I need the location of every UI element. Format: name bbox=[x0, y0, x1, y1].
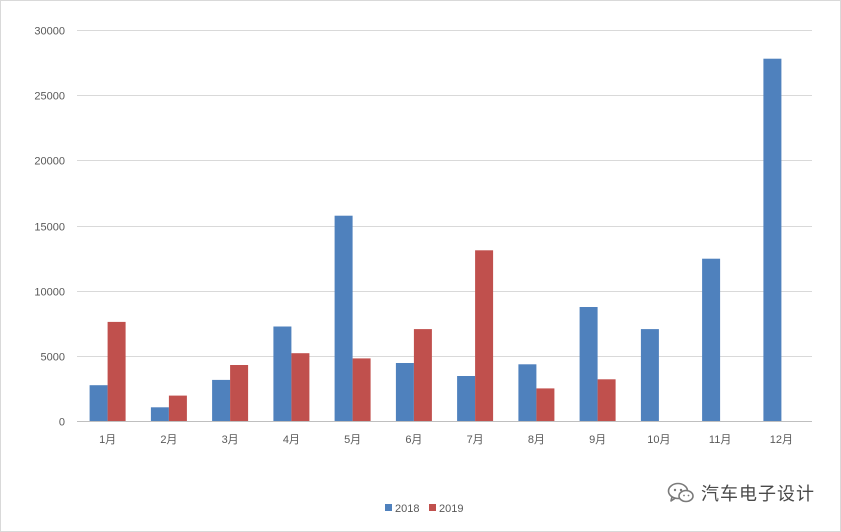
y-tick-label: 25000 bbox=[34, 91, 65, 103]
bars bbox=[89, 58, 782, 421]
legend-label-2018: 2018 bbox=[395, 503, 419, 515]
x-tick-label: 6月 bbox=[405, 434, 422, 446]
x-tick-label: 2月 bbox=[160, 434, 177, 446]
bar-2019 bbox=[168, 395, 187, 421]
watermark-text: 汽车电子设计 bbox=[701, 484, 815, 505]
x-tick-label: 7月 bbox=[467, 434, 484, 446]
bar-2018 bbox=[212, 379, 231, 421]
x-tick-label: 8月 bbox=[528, 434, 545, 446]
bar-2019 bbox=[230, 365, 249, 421]
legend-swatch-2019 bbox=[429, 504, 436, 511]
wechat-icon bbox=[667, 482, 694, 503]
bar-2018 bbox=[395, 363, 414, 421]
x-tick-label: 1月 bbox=[99, 434, 116, 446]
y-tick-label: 30000 bbox=[34, 26, 65, 38]
x-tick-label: 11月 bbox=[709, 434, 731, 446]
y-tick-label: 10000 bbox=[34, 287, 65, 299]
bar-2018 bbox=[273, 326, 292, 421]
bar-2018 bbox=[579, 307, 598, 421]
x-tick-label: 10月 bbox=[647, 434, 670, 446]
x-axis-ticks: 1月 2月 3月 4月 5月 6月 7月 8月 9月 10月 11月 12月 bbox=[99, 434, 793, 446]
bar-2018 bbox=[89, 385, 108, 421]
x-tick-label: 5月 bbox=[344, 434, 361, 446]
bar-2019 bbox=[291, 353, 310, 421]
bar-2018 bbox=[518, 364, 537, 421]
legend: 2018 2019 bbox=[385, 503, 463, 515]
bar-2018 bbox=[702, 258, 721, 421]
y-axis-ticks: 0 5000 10000 15000 20000 25000 30000 bbox=[34, 26, 65, 429]
x-tick-label: 3月 bbox=[222, 434, 239, 446]
bar-2019 bbox=[413, 329, 432, 421]
bar-2019 bbox=[107, 321, 126, 421]
watermark: 汽车电子设计 bbox=[667, 480, 815, 506]
bar-2018 bbox=[150, 407, 169, 421]
y-tick-label: 0 bbox=[59, 417, 65, 429]
x-tick-label: 9月 bbox=[589, 434, 606, 446]
bar-2019 bbox=[352, 358, 371, 421]
bar-2018 bbox=[457, 376, 476, 421]
legend-swatch-2018 bbox=[385, 504, 392, 511]
bar-2018 bbox=[640, 329, 659, 421]
y-tick-label: 20000 bbox=[34, 156, 65, 168]
bar-2018 bbox=[763, 58, 782, 421]
y-tick-label: 15000 bbox=[34, 222, 65, 234]
x-tick-label: 4月 bbox=[283, 434, 300, 446]
y-tick-label: 5000 bbox=[41, 352, 65, 364]
bar-2018 bbox=[334, 215, 353, 421]
x-tick-label: 12月 bbox=[770, 434, 793, 446]
legend-label-2019: 2019 bbox=[439, 503, 463, 515]
bar-2019 bbox=[536, 388, 555, 421]
gridlines bbox=[77, 30, 812, 422]
bar-2019 bbox=[597, 379, 616, 421]
bar-2019 bbox=[475, 250, 494, 421]
